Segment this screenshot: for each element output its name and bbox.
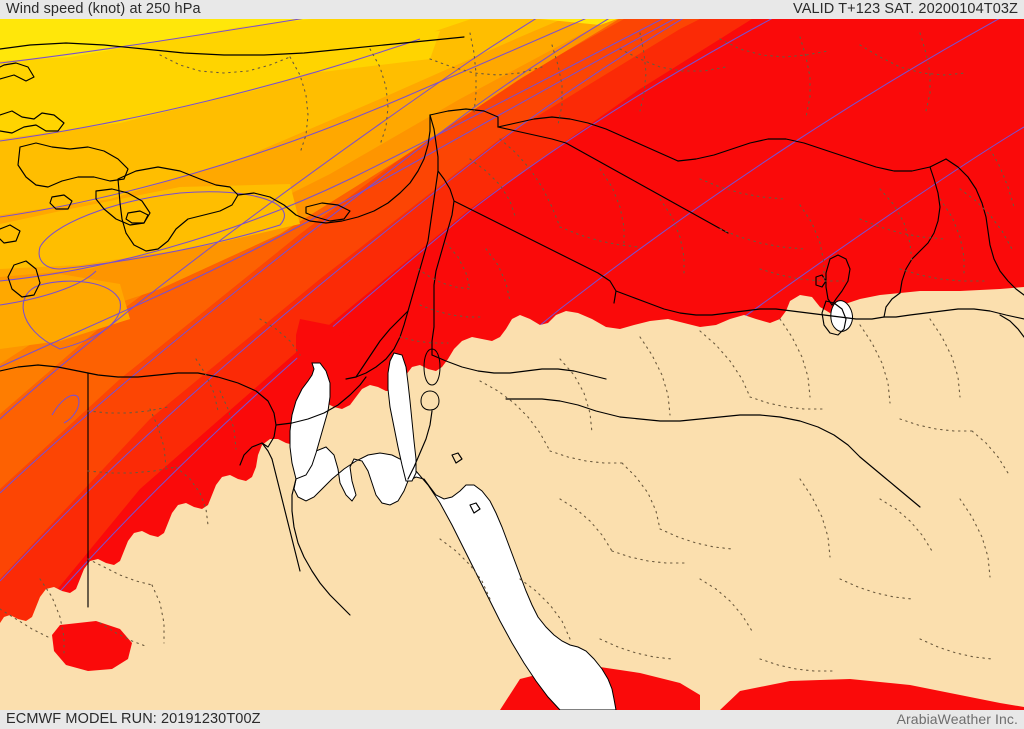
forecast-validity-label: VALID T+123 SAT. 20200104T03Z: [793, 1, 1018, 17]
qatar-inlet-water: [830, 300, 853, 332]
below-threshold-region: [0, 287, 1024, 710]
header-bar: Wind speed (knot) at 250 hPa VALID T+123…: [0, 0, 1024, 19]
dead-sea-south-basin: [420, 390, 440, 411]
wind-speed-contour-map: [0, 19, 1024, 710]
map-canvas[interactable]: [0, 19, 1024, 710]
band-gold-pocket: [0, 184, 300, 269]
footer-bar: ECMWF MODEL RUN: 20191230T00Z ArabiaWeat…: [0, 710, 1024, 729]
red-patch-west-coast: [52, 621, 132, 671]
model-run-label: ECMWF MODEL RUN: 20191230T00Z: [6, 711, 261, 727]
gulf-of-aqaba-water: [387, 352, 417, 482]
dead-sea-water: [423, 348, 441, 386]
page-title: Wind speed (knot) at 250 hPa: [6, 1, 201, 17]
coastlines-and-borders: [0, 36, 1024, 616]
red-patch-south-2: [720, 679, 1024, 710]
band-bright-yellow-2: [0, 19, 198, 35]
band-amber-pocket: [0, 274, 130, 349]
admin-boundaries: [0, 32, 1015, 672]
band-bright-yellow: [0, 19, 618, 61]
provider-credit: ArabiaWeather Inc.: [896, 711, 1018, 727]
